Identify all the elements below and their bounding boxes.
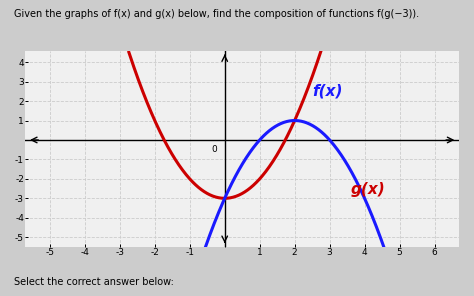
Text: 0: 0 — [211, 145, 217, 154]
Text: f(x): f(x) — [312, 83, 343, 98]
Text: Select the correct answer below:: Select the correct answer below: — [14, 277, 174, 287]
Text: g(x): g(x) — [351, 182, 385, 197]
Text: Given the graphs of f(x) and g(x) below, find the composition of functions f(g(−: Given the graphs of f(x) and g(x) below,… — [14, 9, 419, 19]
